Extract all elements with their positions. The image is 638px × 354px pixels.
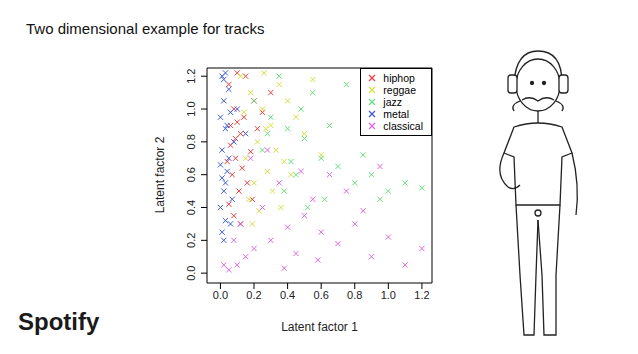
html-text:Spotify: Spotify	[18, 308, 100, 335]
svg-text:1.2: 1.2	[185, 69, 197, 84]
html-text:metal: metal	[383, 108, 409, 120]
html-text:jazz: jazz	[383, 96, 402, 108]
svg-text:0.2: 0.2	[246, 289, 261, 301]
html-text:Two dimensional example for tr: Two dimensional example for tracks	[26, 20, 265, 37]
svg-text:1.0: 1.0	[185, 101, 197, 116]
html-text:hiphop: hiphop	[383, 72, 415, 84]
html-text:Latent factor 2: Latent factor 2	[153, 136, 167, 213]
svg-text:0.4: 0.4	[185, 200, 197, 215]
html-text:Latent factor 1: Latent factor 1	[281, 320, 358, 334]
svg-text:0.8: 0.8	[185, 134, 197, 149]
svg-text:1.0: 1.0	[381, 289, 396, 301]
svg-text:0.2: 0.2	[185, 233, 197, 248]
svg-text:1.2: 1.2	[414, 289, 429, 301]
svg-text:0.6: 0.6	[185, 167, 197, 182]
svg-text:0.8: 0.8	[347, 289, 362, 301]
html-text:reggae: reggae	[383, 84, 416, 96]
svg-text:0.0: 0.0	[185, 266, 197, 281]
svg-text:0.4: 0.4	[280, 289, 295, 301]
svg-text:0.0: 0.0	[213, 289, 228, 301]
svg-text:0.6: 0.6	[314, 289, 329, 301]
html-text:classical: classical	[383, 120, 423, 132]
